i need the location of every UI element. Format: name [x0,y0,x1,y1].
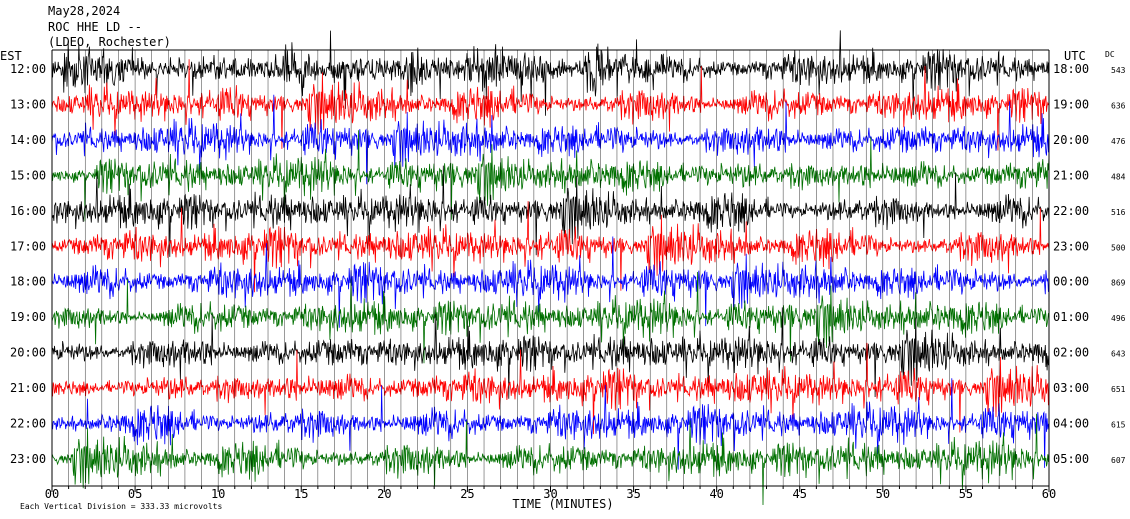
est-label-0: 12:00 [10,62,46,76]
x-tick-label-05: 05 [128,487,142,501]
est-label-9: 21:00 [10,381,46,395]
dc-value-5: 500 [1111,243,1126,252]
dc-value-1: 636 [1111,101,1126,110]
utc-label-0: 18:00 [1053,62,1089,76]
x-tick-label-45: 45 [793,487,807,501]
utc-label-4: 22:00 [1053,204,1089,218]
axis-labels: EST UTC DC 12:00 18:00 543 13:00 19:00 636 14:00 2… [0,49,1126,511]
est-label-10: 22:00 [10,417,46,431]
left-axis-label: EST [0,49,22,63]
dc-value-3: 484 [1111,172,1126,181]
x-tick-label-55: 55 [959,487,973,501]
utc-label-9: 03:00 [1053,381,1089,395]
est-label-5: 17:00 [10,239,46,253]
utc-label-2: 20:00 [1053,133,1089,147]
dc-value-7: 496 [1111,314,1126,323]
dc-value-6: 869 [1111,279,1126,288]
x-tick-label-00: 00 [45,487,59,501]
utc-label-6: 00:00 [1053,275,1089,289]
x-tick-label-35: 35 [626,487,640,501]
dc-value-2: 476 [1111,137,1126,146]
est-label-6: 18:00 [10,275,46,289]
chart-network: (LDEO, Rochester) [48,35,171,49]
est-label-2: 14:00 [10,133,46,147]
est-label-7: 19:00 [10,310,46,324]
utc-label-3: 21:00 [1053,168,1089,182]
utc-label-1: 19:00 [1053,97,1089,111]
x-tick-label-10: 10 [211,487,225,501]
utc-label-7: 01:00 [1053,310,1089,324]
x-axis-title: TIME (MINUTES) [512,497,613,511]
chart-axes [51,49,1050,492]
dc-value-9: 651 [1111,385,1126,394]
est-label-3: 15:00 [10,168,46,182]
right-axis-label: UTC [1064,49,1086,63]
x-tick-label-25: 25 [460,487,474,501]
dc-value-11: 607 [1111,456,1126,465]
dc-value-4: 516 [1111,208,1126,217]
utc-label-5: 23:00 [1053,239,1089,253]
dc-value-0: 543 [1111,66,1126,75]
dc-value-10: 615 [1111,421,1126,430]
x-tick-label-60: 60 [1042,487,1056,501]
chart-station: ROC HHE LD -- [48,20,142,34]
dc-label: DC [1105,50,1115,59]
x-tick-label-40: 40 [709,487,723,501]
x-tick-label-30: 30 [543,487,557,501]
x-tick-label-50: 50 [876,487,890,501]
est-label-1: 13:00 [10,97,46,111]
est-label-4: 16:00 [10,204,46,218]
est-label-8: 20:00 [10,346,46,360]
x-tick-label-15: 15 [294,487,308,501]
x-tick-label-20: 20 [377,487,391,501]
vertical-division-note: Each Vertical Division = 333.33 microvol… [20,502,222,511]
utc-label-10: 04:00 [1053,417,1089,431]
chart-date: May28,2024 [48,4,121,18]
dc-value-8: 643 [1111,350,1126,359]
utc-label-11: 05:00 [1053,452,1089,466]
utc-label-8: 02:00 [1053,346,1089,360]
est-label-11: 23:00 [10,452,46,466]
